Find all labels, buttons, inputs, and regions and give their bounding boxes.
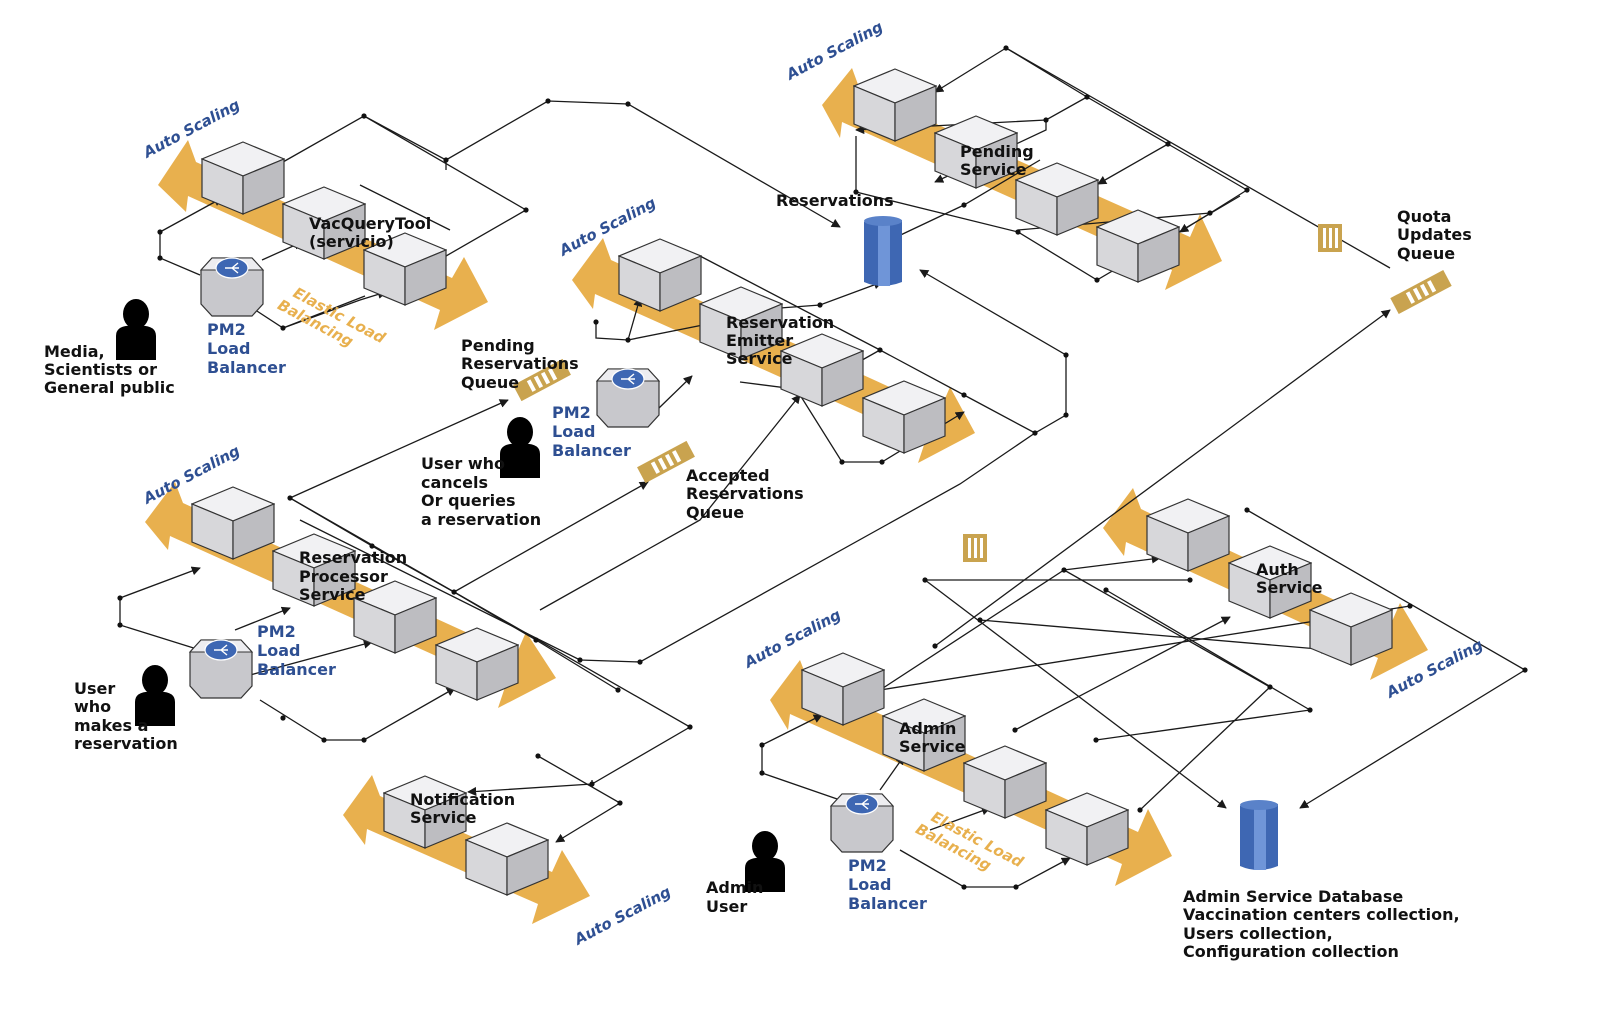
queue-label: Accepted Reservations Queue [686, 466, 809, 522]
load-balancer-label: PM2 Load Balancer [848, 856, 927, 913]
load-balancer-label: PM2 Load Balancer [207, 320, 286, 377]
service-name-label: Auth Service [1256, 560, 1323, 597]
user-labels: Media, Scientists or General public User… [44, 342, 769, 916]
service-labels: VacQueryTool (servicio) Pending Service … [299, 142, 1323, 827]
pm2-load-balancer-icon [829, 793, 895, 853]
user-icon [135, 665, 175, 726]
service-name-label: VacQueryTool (servicio) [309, 214, 437, 251]
user-icon [500, 417, 540, 478]
queues [513, 224, 1452, 562]
user-label: User who cancels Or queries a reservatio… [421, 454, 541, 529]
queue-marker-icon [1318, 224, 1342, 252]
load-balancer-label: PM2 Load Balancer [552, 403, 631, 460]
reservations-db-label: Reservations [776, 191, 894, 210]
queue-marker-icon [963, 534, 987, 562]
connections [119, 47, 1527, 888]
user-label: User who makes a reservation [74, 679, 178, 753]
service-name-label: Notification Service [410, 790, 521, 827]
pm2-load-balancer-icon [199, 257, 265, 317]
auto-scaling-label: Auto Scaling [783, 18, 887, 84]
pm2-load-balancer-icon [595, 368, 661, 428]
service-name-label: Reservation Emitter Service [726, 313, 840, 368]
admin-db-label: Admin Service Database Vaccination cente… [1183, 887, 1465, 961]
auto-scaling-labels: Auto Scaling Auto Scaling Auto Scaling A… [140, 18, 1487, 949]
admin-database-icon [1240, 800, 1278, 870]
queue-label: Pending Reservations Queue [461, 336, 584, 392]
queue-labels: Pending Reservations Queue Accepted Rese… [461, 207, 1477, 522]
user-label: Admin User [706, 878, 769, 916]
load-balancer-label: PM2 Load Balancer [257, 622, 336, 679]
service-name-label: Pending Service [960, 142, 1039, 179]
reservations-database-icon [864, 216, 902, 286]
users [116, 299, 785, 892]
load-balancers [188, 257, 895, 853]
queue-label: Quota Updates Queue [1397, 207, 1477, 263]
databases [864, 216, 1278, 870]
user-label: Media, Scientists or General public [44, 342, 175, 397]
elb-label: Elastic Load Balancing [913, 804, 1031, 890]
pm2-load-balancer-icon [188, 639, 254, 699]
queue-icon [637, 440, 695, 484]
load-balancer-labels: PM2 Load Balancer PM2 Load Balancer PM2 … [207, 320, 927, 913]
database-labels: Reservations Admin Service Database Vacc… [776, 191, 1465, 961]
service-name-label: Reservation Processor Service [299, 548, 413, 604]
junction-dots [117, 45, 1528, 890]
user-icon [116, 299, 156, 360]
queue-icon [513, 358, 571, 402]
service-name-label: Admin Service [899, 719, 966, 756]
user-icon [745, 831, 785, 892]
queue-icon [1390, 269, 1452, 315]
